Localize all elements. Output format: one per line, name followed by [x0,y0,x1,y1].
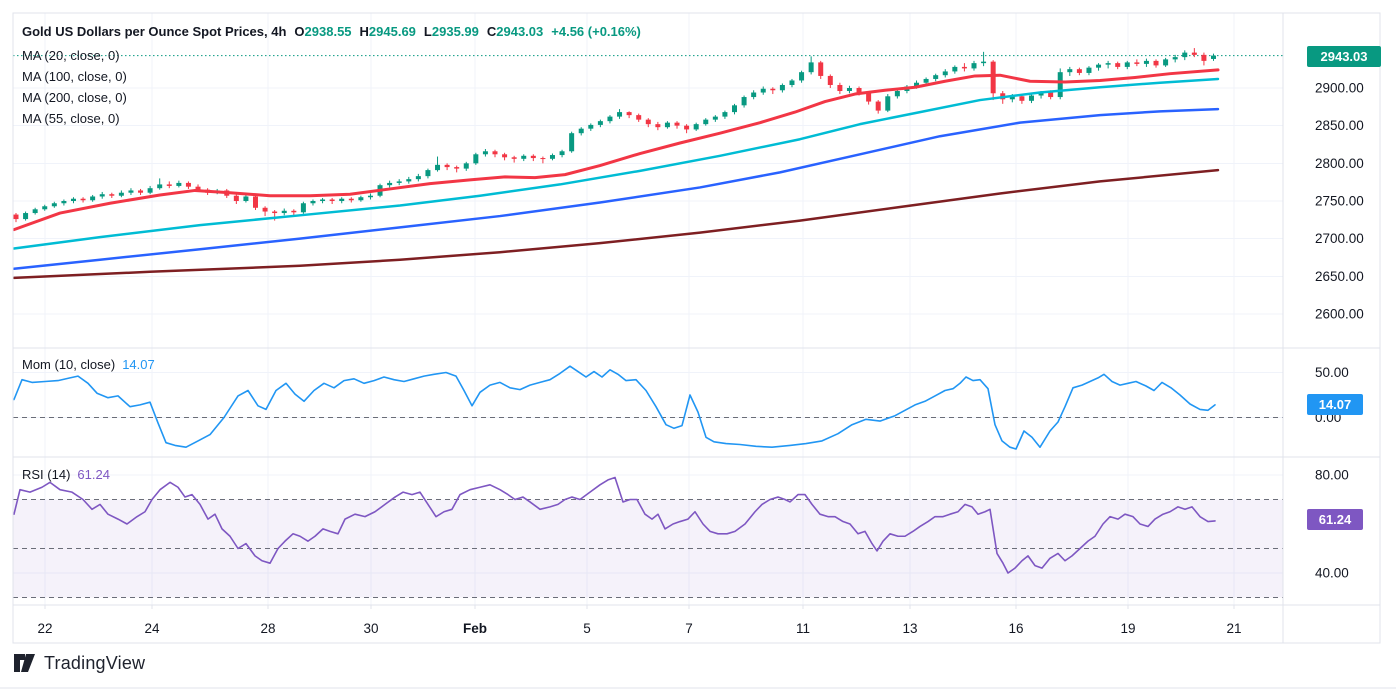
svg-text:16: 16 [1008,621,1023,636]
low-label: L [423,24,432,39]
svg-text:7: 7 [685,621,693,636]
rsi-label: RSI (14) [22,467,71,482]
open-value: 2938.55 [304,24,352,39]
open-label: O [294,24,305,39]
legend-ma100[interactable]: MA (100, close, 0) [22,69,127,84]
tradingview-attribution[interactable]: TradingView [14,653,145,674]
svg-text:40.00: 40.00 [1315,566,1349,581]
svg-text:24: 24 [144,621,160,636]
legend-ma20[interactable]: MA (20, close, 0) [22,48,120,63]
svg-text:22: 22 [37,621,52,636]
momentum-label: Mom (10, close) [22,357,116,372]
rsi-value-badge: 61.24 [1307,509,1363,530]
rsi-value: 61.24 [77,467,110,482]
svg-text:19: 19 [1120,621,1135,636]
svg-text:21: 21 [1226,621,1241,636]
close-value: 2943.03 [496,24,544,39]
svg-text:11: 11 [796,621,810,636]
svg-text:30: 30 [363,621,378,636]
svg-text:2650.00: 2650.00 [1315,269,1364,284]
change-value: +4.56 (+0.16%) [551,24,641,39]
svg-text:5: 5 [583,621,591,636]
svg-text:Feb: Feb [463,621,487,636]
svg-text:2800.00: 2800.00 [1315,156,1364,171]
svg-text:80.00: 80.00 [1315,468,1349,483]
legend-ma55[interactable]: MA (55, close, 0) [22,111,120,126]
svg-text:2700.00: 2700.00 [1315,231,1364,246]
svg-text:28: 28 [260,621,275,636]
rsi-legend[interactable]: RSI (14) 61.24 [22,467,110,482]
legend-ma200[interactable]: MA (200, close, 0) [22,90,127,105]
svg-text:2600.00: 2600.00 [1315,306,1364,321]
momentum-value-badge: 14.07 [1307,394,1363,415]
svg-text:2850.00: 2850.00 [1315,118,1364,133]
symbol-header[interactable]: Gold US Dollars per Ounce Spot Prices, 4… [22,24,641,39]
high-value: 2945.69 [368,24,416,39]
momentum-value: 14.07 [122,357,155,372]
svg-text:50.00: 50.00 [1315,365,1349,380]
close-label: C [486,24,497,39]
symbol-title: Gold US Dollars per Ounce Spot Prices, 4… [22,24,287,39]
high-label: H [359,24,369,39]
tradingview-logotype: TradingView [44,653,146,673]
svg-text:13: 13 [902,621,917,636]
svg-text:2750.00: 2750.00 [1315,193,1364,208]
tradingview-logo-icon [14,654,35,672]
momentum-legend[interactable]: Mom (10, close) 14.07 [22,357,155,372]
current-price-badge: 2943.03 [1307,46,1381,67]
svg-text:2900.00: 2900.00 [1315,81,1364,96]
low-value: 2935.99 [431,24,479,39]
